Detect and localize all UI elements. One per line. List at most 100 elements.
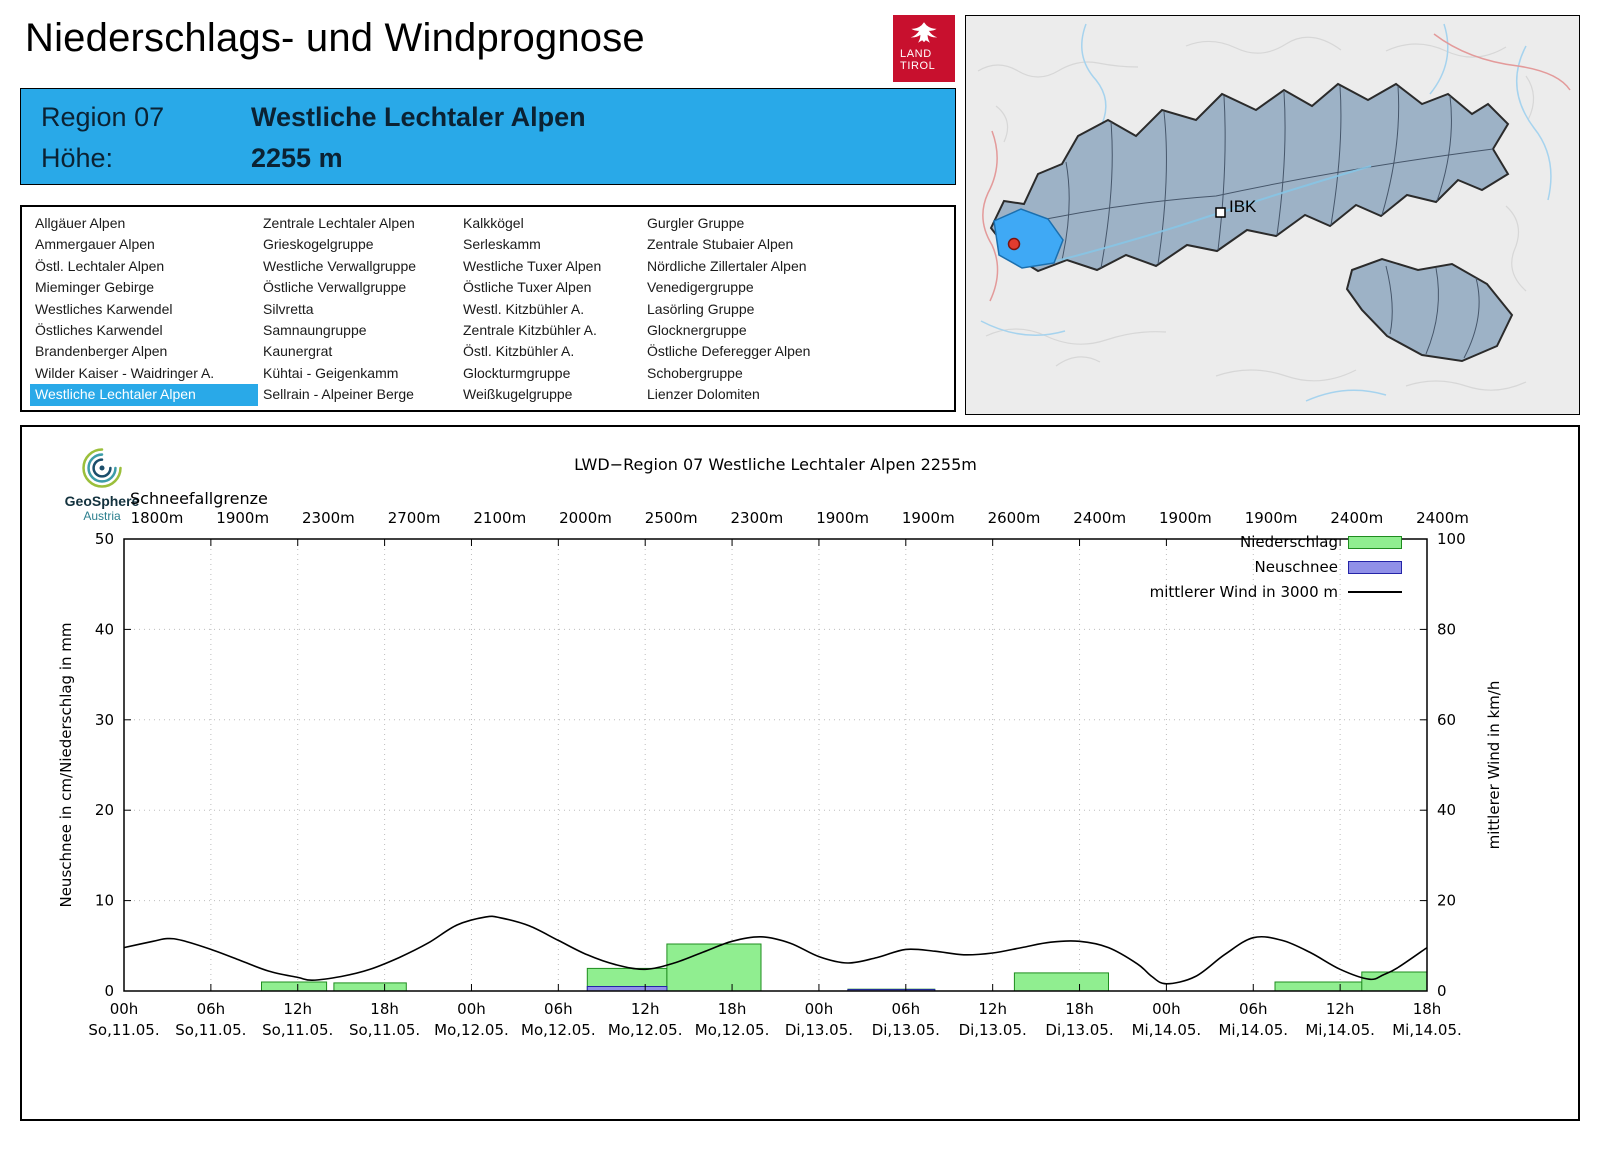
x-tick-label: 18h: [1413, 1000, 1442, 1018]
region-list-item[interactable]: Nördliche Zillertaler Alpen: [647, 257, 807, 274]
legend-row-wind: mittlerer Wind in 3000 m: [1150, 583, 1402, 601]
logo-text-tirol: TIROL: [900, 60, 936, 72]
region-list-item[interactable]: Serleskamm: [463, 236, 541, 253]
x-tick-label: 00h: [457, 1000, 486, 1018]
geosphere-name: GeoSphere: [64, 493, 140, 509]
region-list-item[interactable]: Westliche Lechtaler Alpen: [30, 384, 258, 406]
snowline-value: 2100m: [473, 509, 526, 527]
region-list-item[interactable]: Kaunergrat: [263, 343, 333, 360]
region-list-item[interactable]: Östliche Deferegger Alpen: [647, 343, 811, 360]
region-list-item[interactable]: Zentrale Stubaier Alpen: [647, 236, 794, 253]
region-list-item[interactable]: Östliches Karwendel: [35, 322, 163, 339]
region-list: Allgäuer Alpen Ammergauer Alpen Östl. Lech…: [20, 205, 956, 412]
geosphere-logo: GeoSphere Austria: [50, 447, 154, 523]
snowline-label: Schneefallgrenze: [130, 489, 268, 508]
x-tick-label: 06h: [1239, 1000, 1268, 1018]
region-list-item[interactable]: Glocknergruppe: [647, 322, 747, 339]
snowline-value: 1800m: [131, 509, 184, 527]
plot-border: [123, 538, 1428, 992]
tirol-map[interactable]: IBK: [965, 15, 1580, 415]
region-list-item[interactable]: Westliches Karwendel: [35, 300, 173, 317]
chart-legend: Niederschlag Neuschnee mittlerer Wind in…: [1150, 533, 1402, 601]
x-tick-label: 12h: [978, 1000, 1007, 1018]
region-list-item[interactable]: Samnaungruppe: [263, 322, 367, 339]
ibk-label: IBK: [1229, 197, 1257, 216]
x-date-label: So,11.05.: [88, 1021, 159, 1039]
region-list-item[interactable]: Schobergruppe: [647, 364, 743, 381]
geosphere-country: Austria: [83, 509, 121, 523]
forecast-chart-panel: GeoSphere Austria LWD−Region 07 Westlich…: [20, 425, 1580, 1121]
region-list-item[interactable]: Sellrain - Alpeiner Berge: [263, 386, 414, 403]
x-tick-label: 00h: [110, 1000, 139, 1018]
snowline-value: 2400m: [1073, 509, 1126, 527]
region-list-item[interactable]: Östliche Verwallgruppe: [263, 279, 407, 296]
x-date-label: Mi,14.05.: [1305, 1021, 1375, 1039]
bar-niederschlag: [1013, 972, 1110, 992]
region-list-item[interactable]: Weißkugelgruppe: [463, 386, 573, 403]
selected-region-marker: [1007, 237, 1021, 251]
selected-region-shape[interactable]: [993, 208, 1064, 269]
region-list-item[interactable]: Westl. Kitzbühler A.: [463, 300, 585, 317]
snowline-value: 1900m: [902, 509, 955, 527]
height-label: Höhe:: [41, 143, 114, 173]
snowline-value: 2700m: [388, 509, 441, 527]
region-list-item[interactable]: Gurgler Gruppe: [647, 215, 745, 231]
region-list-item[interactable]: Lasörling Gruppe: [647, 300, 755, 317]
region-list-item[interactable]: Mieminger Gebirge: [35, 279, 155, 296]
tirol-map-svg: IBK: [966, 16, 1579, 414]
region-list-item[interactable]: Glockturmgruppe: [463, 364, 571, 381]
x-date-label: Mi,14.05.: [1218, 1021, 1288, 1039]
region-list-item[interactable]: Zentrale Lechtaler Alpen: [263, 215, 415, 231]
snowline-value: 2400m: [1416, 509, 1469, 527]
region-list-item[interactable]: Wilder Kaiser - Waidringer A.: [35, 364, 215, 381]
x-date-label: Mo,12.05.: [608, 1021, 683, 1039]
region-list-item[interactable]: Kühtai - Geigenkamm: [263, 364, 399, 381]
region-list-item[interactable]: Lienzer Dolomiten: [647, 386, 760, 403]
region-list-item[interactable]: Zentrale Kitzbühler A.: [463, 322, 597, 339]
terrain-texture: [977, 36, 1535, 391]
geosphere-swirl-icon: [82, 448, 122, 488]
region-list-item[interactable]: Grieskogelgruppe: [263, 236, 374, 253]
legend-label-niederschlag: Niederschlag: [1240, 533, 1338, 551]
legend-label-neuschnee: Neuschnee: [1254, 558, 1339, 576]
y-right-tick-label: 0: [1437, 982, 1447, 1000]
region-list-item[interactable]: Allgäuer Alpen: [35, 215, 126, 231]
snowline-value: 1900m: [1159, 509, 1212, 527]
x-tick-label: 06h: [197, 1000, 226, 1018]
x-date-label: Di,13.05.: [1045, 1021, 1113, 1039]
x-date-label: Mi,14.05.: [1132, 1021, 1202, 1039]
region-list-item[interactable]: Östl. Kitzbühler A.: [463, 343, 575, 360]
height-value: 2255 m: [251, 143, 343, 173]
y-left-tick-label: 50: [95, 530, 114, 548]
region-list-item[interactable]: Silvretta: [263, 300, 314, 317]
region-info-box: Region 07 Westliche Lechtaler Alpen Höhe…: [20, 88, 956, 185]
region-list-item[interactable]: Kalkkögel: [463, 215, 524, 231]
legend-row-niederschlag: Niederschlag: [1240, 533, 1402, 551]
x-date-label: So,11.05.: [262, 1021, 333, 1039]
north-tirol-regions: [989, 82, 1510, 273]
snowline-value: 2000m: [559, 509, 612, 527]
x-date-label: So,11.05.: [175, 1021, 246, 1039]
region-list-column: Zentrale Lechtaler Alpen Grieskogelgruppe…: [258, 213, 458, 406]
region-list-item[interactable]: Westliche Tuxer Alpen: [463, 257, 602, 274]
y-left-tick-label: 0: [104, 982, 114, 1000]
legend-row-neuschnee: Neuschnee: [1254, 558, 1402, 576]
x-tick-label: 06h: [892, 1000, 921, 1018]
country-border-lines: [982, 33, 1571, 302]
niederschlag-swatch-icon: [1348, 535, 1402, 549]
region-list-item[interactable]: Östl. Lechtaler Alpen: [35, 257, 165, 274]
region-list-item[interactable]: Westliche Verwallgruppe: [263, 257, 417, 274]
region-list-item[interactable]: Brandenberger Alpen: [35, 343, 168, 360]
snowline-value: 2400m: [1330, 509, 1383, 527]
x-date-label: Di,13.05.: [872, 1021, 940, 1039]
region-list-item[interactable]: Venedigergruppe: [647, 279, 754, 296]
region-list-column: Gurgler Gruppe Zentrale Stubaier Alpen Nör…: [642, 213, 882, 406]
bar-niederschlag: [1361, 971, 1428, 992]
region-list-item[interactable]: Ammergauer Alpen: [35, 236, 155, 253]
bar-niederschlag: [666, 943, 762, 992]
subregion-borders: [995, 85, 1494, 359]
logo-text-land: LAND: [900, 48, 932, 60]
y-right-tick-label: 100: [1437, 530, 1466, 548]
region-list-item[interactable]: Östliche Tuxer Alpen: [463, 279, 592, 296]
y-left-tick-label: 30: [95, 711, 114, 729]
